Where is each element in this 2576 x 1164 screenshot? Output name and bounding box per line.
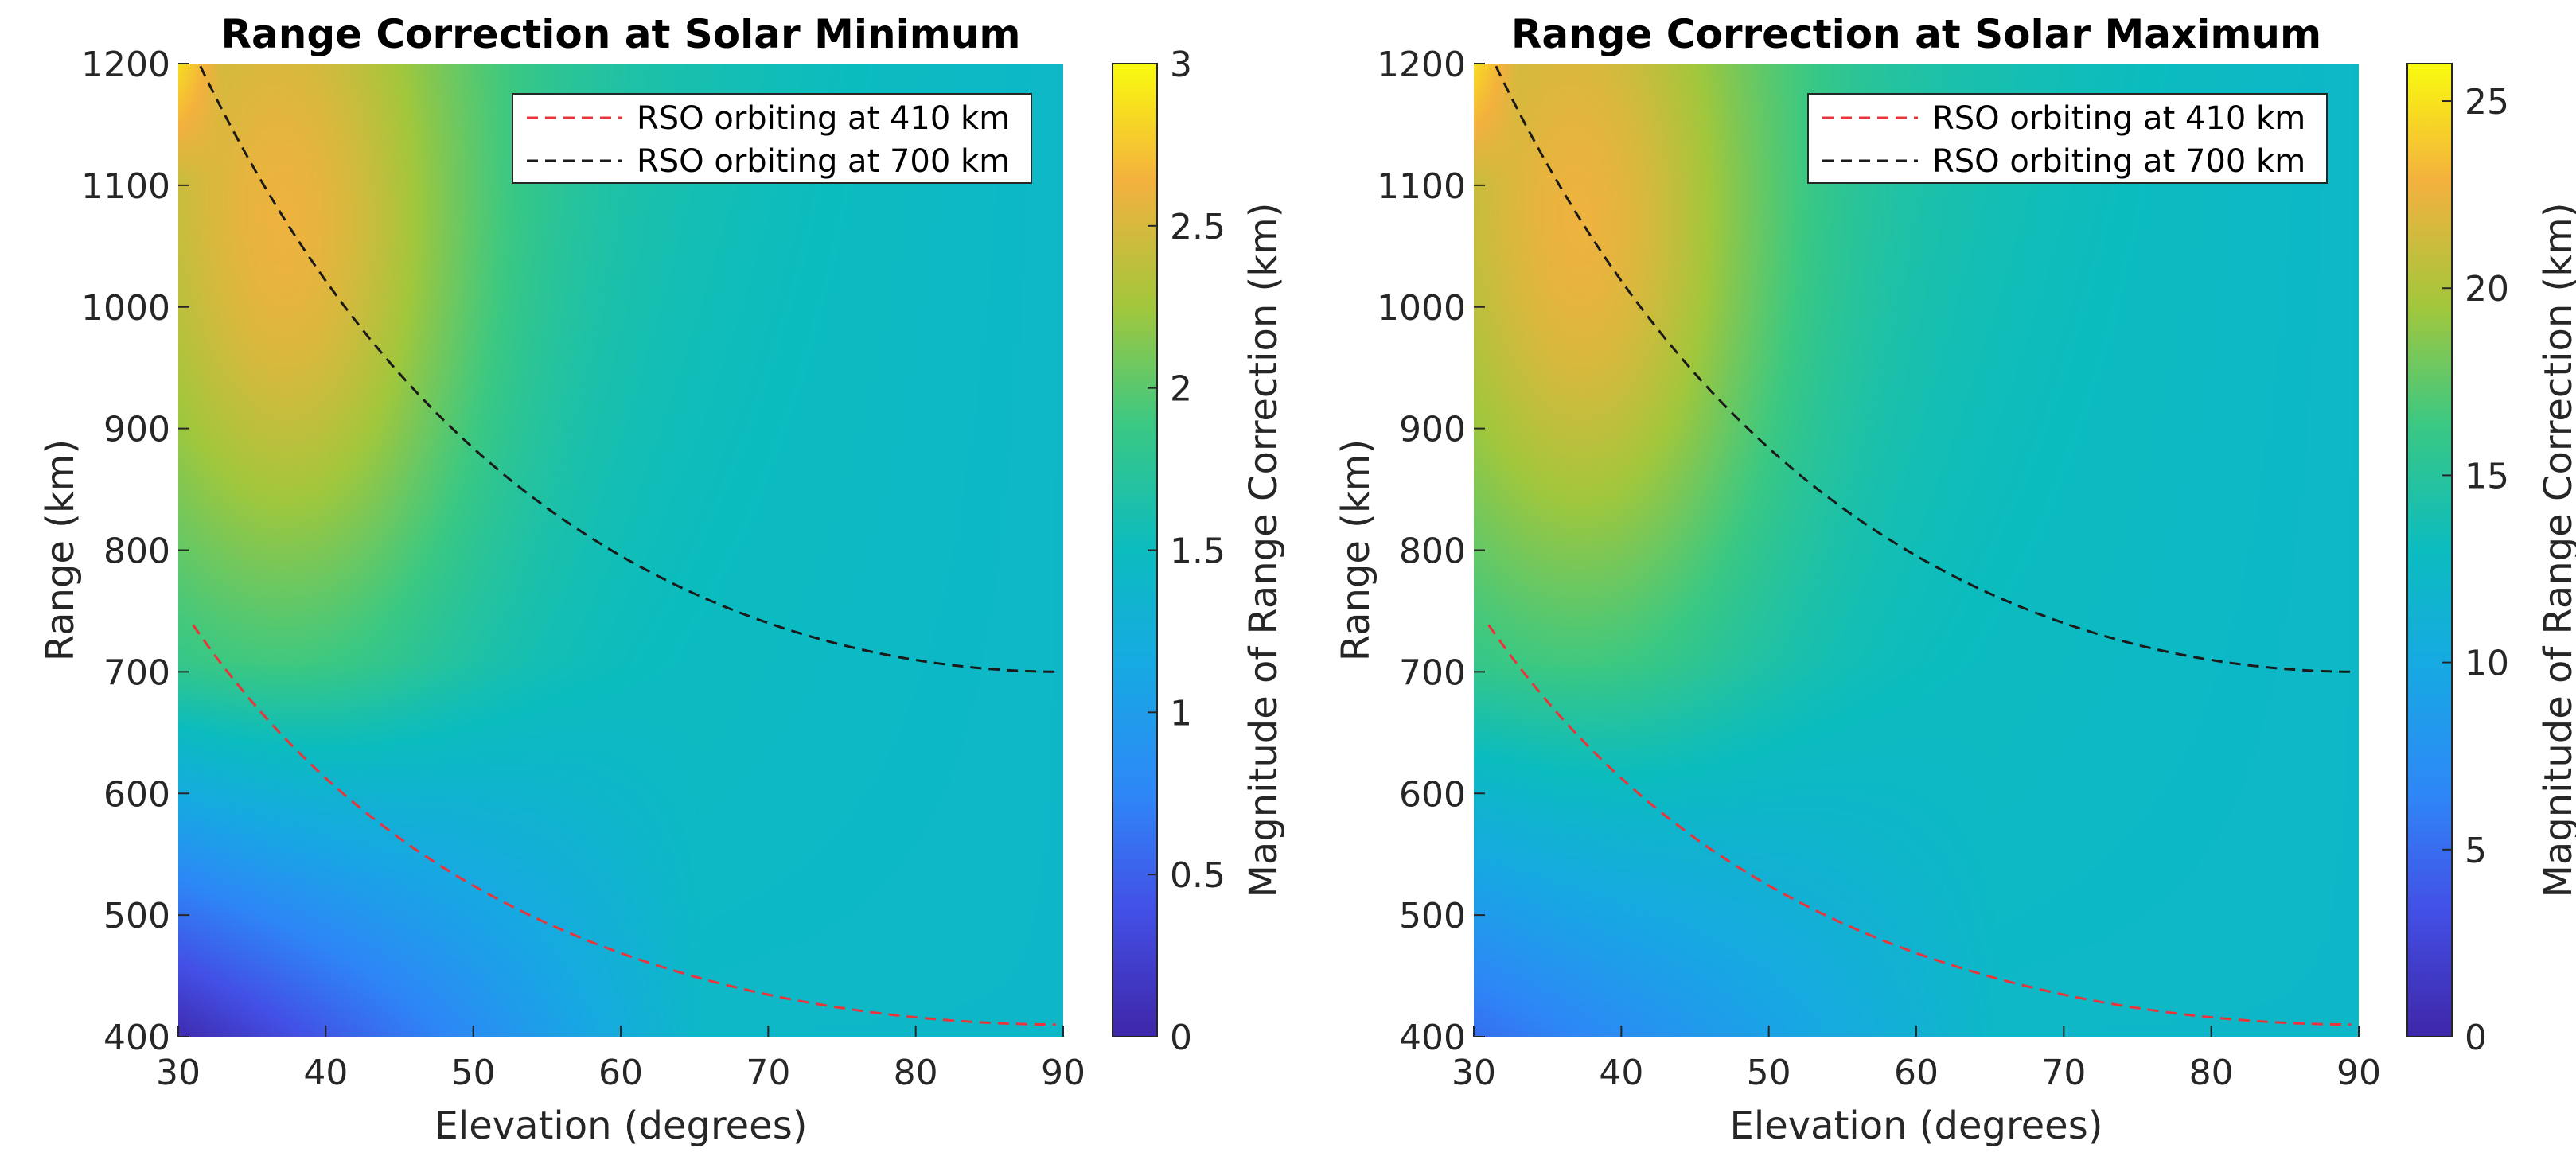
y-tick-label: 500 (1399, 896, 1466, 936)
chart-title: Range Correction at Solar Maximum (1511, 11, 2321, 57)
series-line-410km (192, 624, 1056, 1026)
x-tick-label: 30 (1452, 1053, 1496, 1093)
y-tick-label: 600 (103, 774, 170, 815)
y-tick-label: 900 (103, 410, 170, 450)
x-tick-label: 80 (894, 1053, 938, 1093)
heatmap-image (178, 64, 1063, 1037)
y-tick-label: 800 (1399, 531, 1466, 572)
legend-label-410km: RSO orbiting at 410 km (1932, 100, 2305, 137)
y-tick-label: 800 (103, 531, 170, 572)
legend-box (512, 93, 1032, 184)
x-tick-label: 70 (2041, 1053, 2086, 1093)
colorbar-tick-label: 15 (2465, 456, 2509, 496)
panel-2: 30 40 50 60 70 80 9040050060070080090010001100… (1334, 11, 2576, 1148)
colorbar-label: Magnitude of Range Correction (km) (2536, 202, 2576, 897)
y-tick-label: 1000 (81, 288, 170, 329)
x-tick-label: 50 (1747, 1053, 1791, 1093)
x-tick-label: 60 (598, 1053, 643, 1093)
colorbar-tick-label: 5 (2465, 831, 2487, 871)
legend-box (1807, 93, 2328, 184)
legend-label-700km: RSO orbiting at 700 km (1932, 143, 2305, 180)
colorbar-label: Magnitude of Range Correction (km) (1241, 202, 1286, 897)
y-tick-label: 500 (103, 896, 170, 936)
y-tick-label: 900 (1399, 410, 1466, 450)
colorbar-tick-label: 20 (2465, 269, 2509, 309)
colorbar-tick-label: 1 (1170, 693, 1192, 734)
x-tick-label: 70 (746, 1053, 790, 1093)
x-tick-label: 50 (451, 1053, 496, 1093)
y-tick-label: 1100 (1377, 166, 1466, 207)
series-line-410km (1487, 624, 2352, 1026)
legend-label-410km: RSO orbiting at 410 km (637, 100, 1010, 137)
y-tick-label: 1100 (81, 166, 170, 207)
y-tick-label: 400 (103, 1018, 170, 1058)
series-line-700km (1495, 65, 2352, 673)
chart-title: Range Correction at Solar Minimum (220, 11, 1020, 57)
colorbar-tick-label: 3 (1170, 45, 1192, 85)
y-tick-label: 1000 (1377, 288, 1466, 329)
colorbar-tick-label: 0.5 (1170, 855, 1226, 896)
x-tick-label: 30 (156, 1053, 201, 1093)
y-axis-label: Range (km) (1334, 439, 1378, 661)
y-tick-label: 700 (103, 652, 170, 693)
colorbar-tick-label: 1.5 (1170, 531, 1226, 572)
colorbar-tick-label: 0 (1170, 1018, 1192, 1058)
y-tick-label: 700 (1399, 652, 1466, 693)
y-tick-label: 1200 (1377, 45, 1466, 85)
colorbar-tick-label: 0 (2465, 1018, 2487, 1058)
x-tick-label: 90 (1041, 1053, 1085, 1093)
colorbar-tick-label: 2 (1170, 369, 1192, 410)
y-tick-label: 600 (1399, 774, 1466, 815)
colorbar-tick-label: 25 (2465, 82, 2509, 123)
x-tick-label: 40 (1599, 1053, 1643, 1093)
x-tick-label: 40 (303, 1053, 348, 1093)
y-axis-label: Range (km) (38, 439, 83, 661)
y-tick-label: 1200 (81, 45, 170, 85)
colorbar-tick-label: 2.5 (1170, 207, 1226, 247)
colorbar (2406, 63, 2453, 1037)
y-tick-label: 400 (1399, 1018, 1466, 1058)
x-tick-label: 80 (2189, 1053, 2234, 1093)
panel-1: 30 40 50 60 70 80 9040050060070080090010001100… (38, 11, 1286, 1148)
series-line-700km (199, 65, 1056, 673)
x-tick-label: 90 (2336, 1053, 2381, 1093)
colorbar-tick-label: 10 (2465, 644, 2509, 684)
heatmap-image (1474, 64, 2359, 1037)
legend-label-700km: RSO orbiting at 700 km (637, 143, 1010, 180)
x-axis-label: Elevation (degrees) (435, 1104, 808, 1148)
x-axis-label: Elevation (degrees) (1730, 1104, 2103, 1148)
x-tick-label: 60 (1894, 1053, 1939, 1093)
